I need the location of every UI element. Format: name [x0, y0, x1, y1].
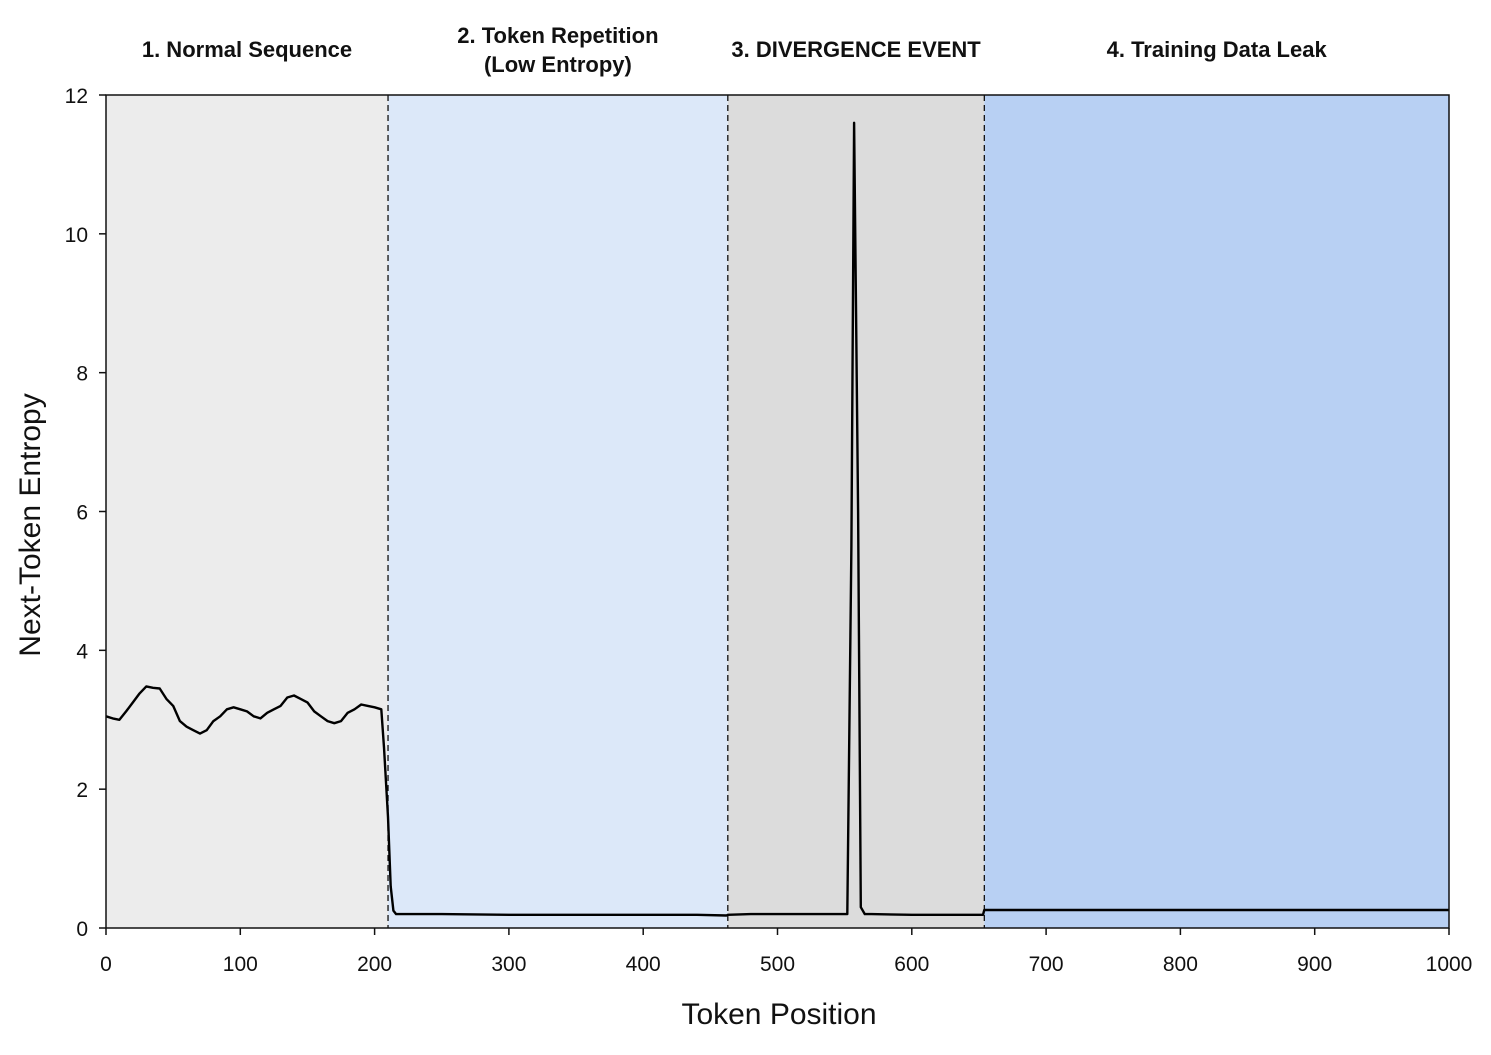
x-tick-label-100: 100 — [223, 953, 258, 976]
y-tick-label-0: 0 — [76, 918, 88, 941]
y-tick-label-10: 10 — [65, 224, 88, 247]
x-tick-label-300: 300 — [491, 953, 526, 976]
y-tick-label-4: 4 — [76, 640, 88, 663]
region-labels: 1. Normal Sequence 2. Token Repetition (Lo… — [142, 23, 1328, 77]
y-axis-title: Next-Token Entropy — [14, 393, 47, 656]
region-1-background — [106, 95, 389, 928]
x-tick-label-500: 500 — [760, 953, 795, 976]
region-4-label: 4. Training Data Leak — [1107, 37, 1328, 62]
x-tick-label-200: 200 — [357, 953, 392, 976]
x-tick-label-700: 700 — [1029, 953, 1064, 976]
x-tick-label-900: 900 — [1297, 953, 1332, 976]
x-tick-label-0: 0 — [100, 953, 112, 976]
region-2-background — [388, 95, 728, 928]
x-tick-label-600: 600 — [894, 953, 929, 976]
region-4-background — [984, 95, 1449, 928]
y-tick-label-12: 12 — [65, 85, 88, 108]
x-tick-label-1000: 1000 — [1426, 953, 1473, 976]
axes: 0 100 200 300 400 500 600 700 800 900 1000 0 2 4 6 8 10 1… — [65, 85, 1473, 976]
entropy-line — [105, 121, 1449, 917]
y-tick-label-2: 2 — [76, 779, 88, 802]
region-backgrounds — [106, 95, 1449, 928]
y-tick-label-8: 8 — [76, 363, 88, 386]
region-boundaries — [387, 95, 985, 928]
region-2-label-line-1: 2. Token Repetition — [457, 23, 658, 48]
region-1-label: 1. Normal Sequence — [142, 37, 352, 62]
x-tick-label-400: 400 — [626, 953, 661, 976]
region-2-label-line-2: (Low Entropy) — [484, 52, 632, 77]
region-3-label: 3. DIVERGENCE EVENT — [731, 37, 981, 62]
x-axis-title: Token Position — [681, 998, 876, 1031]
x-tick-label-800: 800 — [1163, 953, 1198, 976]
y-tick-label-6: 6 — [76, 502, 88, 525]
